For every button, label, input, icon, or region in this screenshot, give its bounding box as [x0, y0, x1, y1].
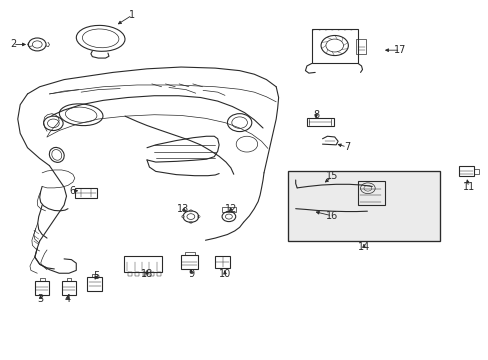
Text: 2: 2	[10, 40, 16, 49]
Bar	[306, 118, 333, 126]
Bar	[357, 181, 384, 205]
Text: 12: 12	[224, 204, 237, 215]
Bar	[184, 252, 194, 255]
Text: 18: 18	[141, 269, 153, 279]
Bar	[311, 30, 357, 63]
Bar	[75, 188, 97, 198]
Text: 8: 8	[312, 111, 319, 121]
Bar	[61, 282, 76, 295]
Bar	[87, 277, 102, 291]
Text: 10: 10	[219, 269, 231, 279]
Text: 16: 16	[325, 211, 338, 221]
Text: 15: 15	[325, 171, 338, 181]
Text: 3: 3	[38, 294, 43, 304]
Bar	[214, 256, 230, 267]
Bar	[222, 207, 235, 212]
Bar	[355, 40, 366, 54]
Text: 17: 17	[393, 45, 406, 55]
Bar	[124, 256, 162, 272]
Text: 6: 6	[70, 186, 76, 196]
Bar	[458, 166, 473, 176]
Text: 4: 4	[65, 294, 71, 304]
Text: 13: 13	[177, 204, 189, 215]
Text: 1: 1	[129, 10, 135, 20]
Bar	[288, 171, 439, 241]
Text: 7: 7	[343, 142, 349, 152]
Bar	[181, 255, 198, 269]
Text: 9: 9	[188, 269, 195, 279]
Text: 5: 5	[93, 271, 99, 281]
Text: 14: 14	[357, 242, 369, 252]
Bar	[35, 282, 49, 295]
Bar	[473, 168, 478, 174]
Text: 11: 11	[462, 182, 474, 192]
